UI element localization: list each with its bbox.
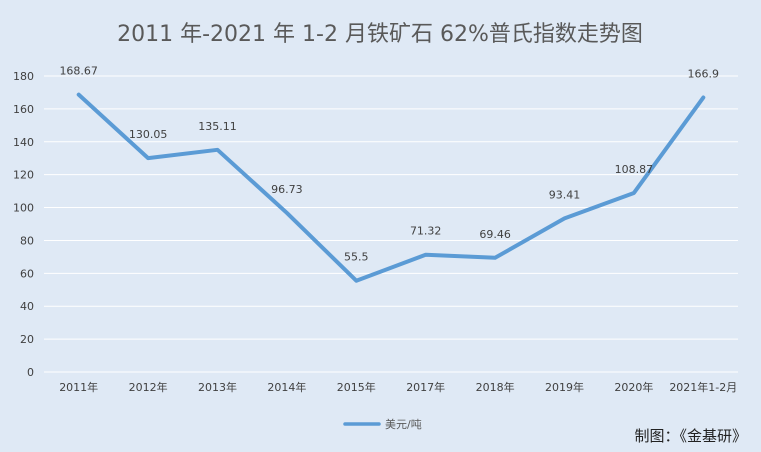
data-label: 135.11 — [198, 120, 237, 133]
data-label: 69.46 — [479, 228, 511, 241]
x-axis-ticks: 2011年 2012年 2013年 2014年 2015年 2017年 2018年 2019年… — [59, 380, 737, 394]
x-tick-label: 2012年 — [129, 380, 168, 394]
x-tick-label: 2019年 — [545, 380, 584, 394]
y-tick-label: 180 — [13, 70, 34, 83]
y-tick-label: 100 — [13, 202, 34, 215]
data-label: 168.67 — [59, 65, 98, 78]
y-tick-label: 20 — [20, 333, 34, 346]
chart-title: 2011 年-2021 年 1-2 月铁矿石 62%普氏指数走势图 — [117, 22, 643, 47]
x-tick-label: 2017年 — [406, 380, 445, 394]
x-tick-label: 2020年 — [614, 380, 653, 394]
y-tick-label: 0 — [27, 366, 34, 379]
y-tick-label: 140 — [13, 136, 34, 149]
data-label-layer: 168.67 130.05 135.11 96.73 55.5 71.32 69.46 93.… — [59, 65, 719, 264]
y-axis-ticks: 0 20 40 60 80 100 120 140 160 180 — [13, 70, 34, 379]
legend-label: 美元/吨 — [385, 418, 422, 431]
data-label: 71.32 — [410, 225, 442, 238]
grid-layer — [44, 75, 738, 373]
data-label: 166.9 — [688, 68, 720, 81]
y-tick-label: 40 — [20, 300, 34, 313]
x-tick-label: 2021年1-2月 — [669, 380, 737, 394]
x-tick-label: 2013年 — [198, 380, 237, 394]
y-tick-label: 160 — [13, 103, 34, 116]
data-label: 108.87 — [615, 163, 654, 176]
y-tick-label: 80 — [20, 234, 34, 247]
series-line — [76, 92, 706, 283]
x-tick-label: 2014年 — [267, 380, 306, 394]
data-label: 130.05 — [129, 128, 168, 141]
y-tick-label: 120 — [13, 169, 34, 182]
y-tick-label: 60 — [20, 267, 34, 280]
data-label: 93.41 — [549, 188, 581, 201]
series-layer — [76, 92, 706, 283]
x-tick-label: 2011年 — [59, 380, 98, 394]
x-tick-label: 2015年 — [337, 380, 376, 394]
data-label: 96.73 — [271, 183, 303, 196]
data-label: 55.5 — [344, 251, 369, 264]
legend: 美元/吨 — [343, 418, 422, 431]
source-note: 制图：《金基研》 — [634, 427, 747, 445]
x-tick-label: 2018年 — [476, 380, 515, 394]
